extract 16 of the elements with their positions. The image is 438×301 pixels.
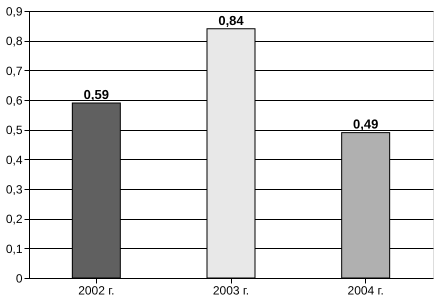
- y-tick-label: 0,5: [6, 123, 23, 138]
- data-label: 0,49: [353, 116, 378, 132]
- y-tick-label: 0,9: [6, 4, 23, 18]
- y-tick-label: 0: [16, 272, 23, 286]
- data-label: 0,59: [84, 86, 109, 102]
- x-tick-label: 2003 г.: [212, 284, 250, 298]
- y-tick-label: 0,1: [6, 242, 23, 256]
- y-tick-label: 0,8: [6, 34, 23, 48]
- y-tick-label: 0,3: [6, 182, 23, 196]
- y-tick-label: 0,7: [6, 64, 23, 78]
- y-tick-label: 0,2: [6, 212, 23, 226]
- y-tick-label: 0,6: [6, 94, 23, 108]
- x-tick-label: 2002 г.: [78, 284, 114, 298]
- x-tick-label: 2004 г.: [348, 284, 384, 298]
- data-label: 0,84: [218, 12, 244, 28]
- y-tick-label: 0,4: [6, 152, 23, 167]
